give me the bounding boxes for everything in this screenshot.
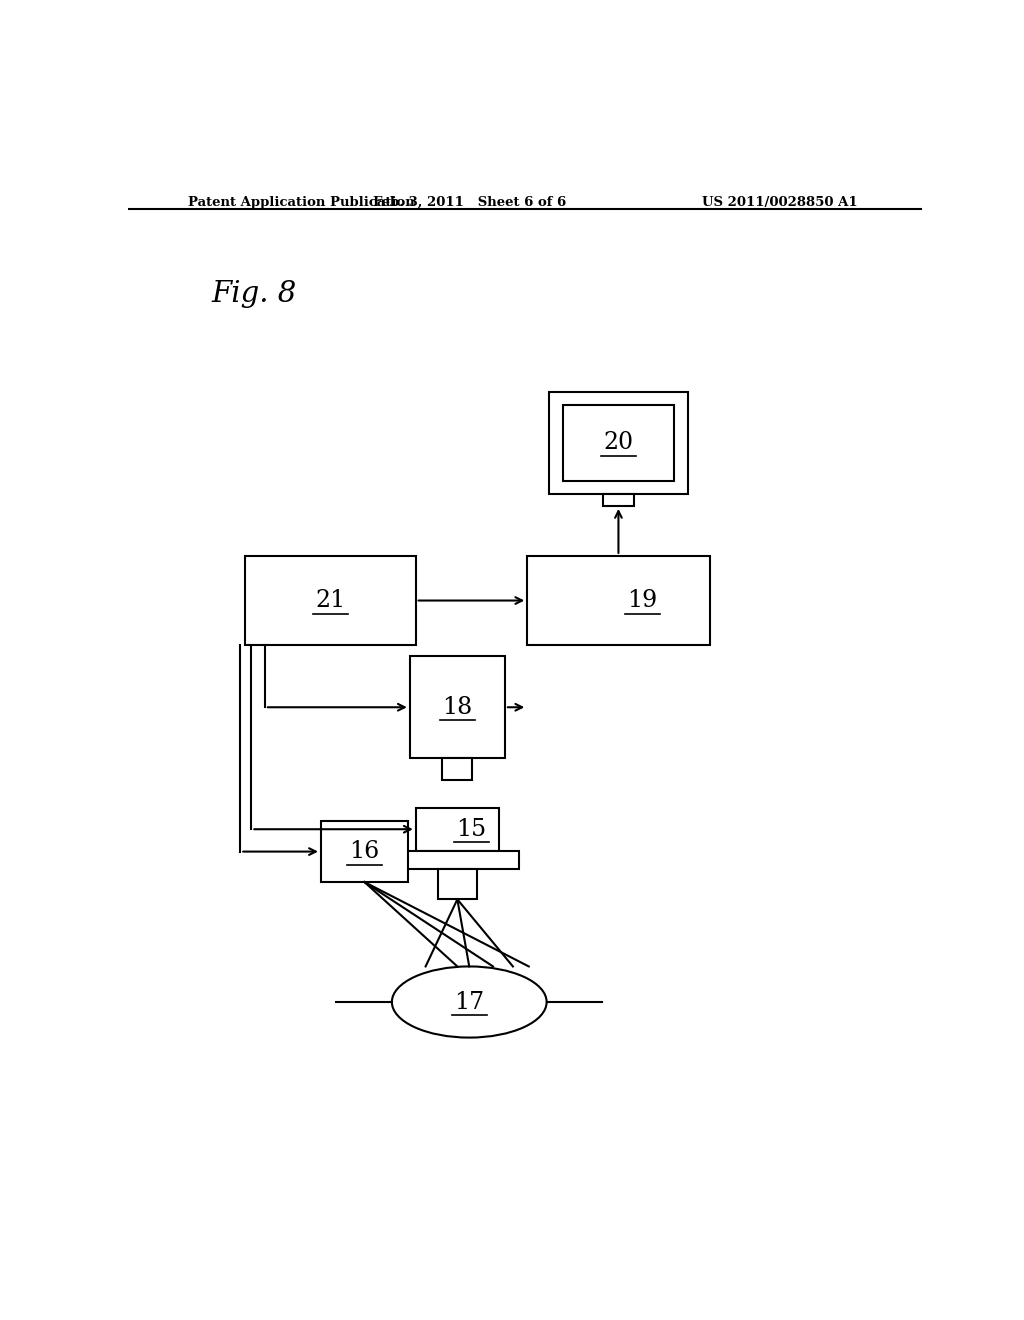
Text: 16: 16 — [349, 840, 380, 863]
Bar — [602, 494, 634, 506]
Bar — [563, 405, 674, 480]
Bar — [437, 869, 477, 899]
Text: 20: 20 — [603, 432, 634, 454]
Bar — [321, 821, 409, 882]
Text: Patent Application Publication: Patent Application Publication — [187, 195, 415, 209]
Text: Feb. 3, 2011   Sheet 6 of 6: Feb. 3, 2011 Sheet 6 of 6 — [373, 195, 566, 209]
Bar — [549, 392, 688, 494]
Bar — [396, 850, 519, 869]
Bar — [527, 556, 710, 645]
Text: 15: 15 — [457, 817, 486, 841]
Bar — [245, 556, 416, 645]
Text: US 2011/0028850 A1: US 2011/0028850 A1 — [702, 195, 858, 209]
Text: 21: 21 — [315, 589, 345, 612]
Bar — [442, 758, 472, 780]
Text: 17: 17 — [455, 990, 484, 1014]
Ellipse shape — [392, 966, 547, 1038]
Text: Fig. 8: Fig. 8 — [211, 280, 297, 309]
Bar — [410, 656, 505, 758]
Text: 18: 18 — [442, 696, 472, 719]
Text: 19: 19 — [627, 589, 657, 612]
Bar — [416, 808, 499, 850]
